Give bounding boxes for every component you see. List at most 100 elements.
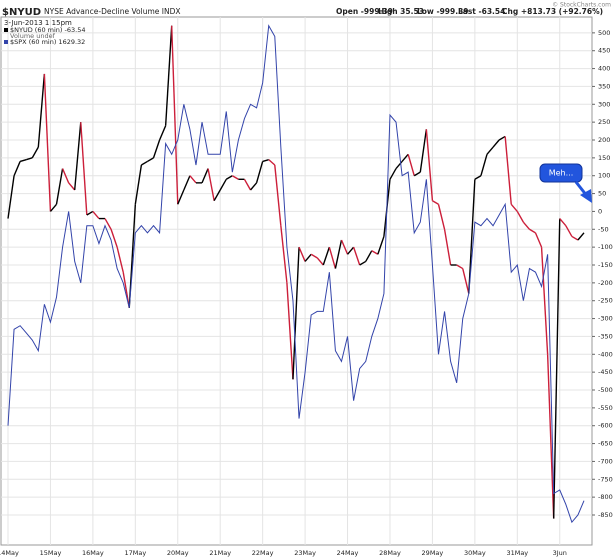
y-tick-label: -200 <box>598 279 613 287</box>
series-segment <box>164 25 173 126</box>
series-segment <box>498 135 506 141</box>
series-segment <box>322 246 331 266</box>
series-segment <box>213 189 221 202</box>
series-segment <box>559 218 567 227</box>
y-tick-label: 450 <box>598 47 610 55</box>
y-tick-label: -300 <box>598 315 613 323</box>
y-tick-label: 250 <box>598 118 610 126</box>
series-segment <box>443 229 452 266</box>
x-tick-label: 15May <box>40 549 62 557</box>
series-segment <box>377 236 385 255</box>
series-segment <box>304 253 312 262</box>
symbol: $NYUD <box>2 7 41 18</box>
series-segment <box>371 250 379 255</box>
x-tick-label: 30May <box>464 549 486 557</box>
series-segment <box>334 239 343 269</box>
series-segment <box>249 182 258 191</box>
y-tick-label: -50 <box>598 225 609 233</box>
series-segment <box>19 158 27 163</box>
series-segment <box>425 129 434 201</box>
series-segment <box>274 164 282 226</box>
series-segment <box>365 250 373 262</box>
series-segment <box>219 178 227 191</box>
y-tick-label: -100 <box>598 243 613 251</box>
series-segment <box>231 175 239 180</box>
y-tick-label: -700 <box>598 457 613 465</box>
y-tick-label: 400 <box>598 65 610 73</box>
series-segment <box>419 129 428 173</box>
x-tick-label: 22May <box>252 549 274 557</box>
series-segment <box>298 246 306 262</box>
series-segment <box>7 175 15 219</box>
legend-label: $SPX (60 min) 1629.32 <box>10 38 85 46</box>
series-segment <box>522 221 530 230</box>
series-segment <box>31 146 39 159</box>
y-tick-label: -500 <box>598 386 613 394</box>
series-segment <box>189 175 197 184</box>
y-tick-label: -150 <box>598 261 613 269</box>
series-segment <box>286 282 294 380</box>
series-segment <box>25 157 33 161</box>
series-segment <box>80 122 88 216</box>
series-segment <box>462 268 470 294</box>
x-tick-label: 24May <box>337 549 359 557</box>
x-tick-label: 16May <box>82 549 104 557</box>
y-tick-label: 0 <box>598 207 602 215</box>
series-segment <box>86 210 94 216</box>
series-segment <box>141 160 148 166</box>
series-segment <box>255 161 264 184</box>
series-segment <box>328 246 337 269</box>
series-segment <box>577 232 585 241</box>
series-segment <box>437 204 446 230</box>
series-segment <box>147 157 154 163</box>
series-segment <box>152 139 161 159</box>
series-segment <box>225 175 233 180</box>
series-segment <box>340 239 349 255</box>
y-tick-label: -650 <box>598 440 613 448</box>
quote-item: High 35.53 <box>378 7 424 16</box>
series-segment <box>571 235 579 241</box>
plot-frame <box>0 16 593 546</box>
series-segment <box>534 232 543 248</box>
series-segment <box>116 246 124 273</box>
series-segment <box>134 164 143 205</box>
copyright: © StockCharts.com <box>552 2 611 9</box>
series-segment <box>13 161 21 176</box>
series-segment <box>280 225 288 283</box>
series-segment <box>510 203 518 212</box>
y-tick-label: -800 <box>598 493 613 501</box>
series-segment <box>389 168 397 180</box>
series-segment <box>565 225 573 237</box>
series-segment <box>516 211 524 223</box>
y-tick-label: -750 <box>598 475 613 483</box>
date: 3-Jun-2013 1:15pm <box>4 19 72 27</box>
series-segment <box>61 168 70 184</box>
series-segment <box>110 229 118 248</box>
legend-label: $NYUD (60 min) -63.54 <box>10 26 85 34</box>
quote-item: Last -63.54 <box>458 7 505 16</box>
series-segment <box>49 203 58 212</box>
y-tick-label: -850 <box>598 511 613 519</box>
x-tick-label: 28May <box>379 549 401 557</box>
series-segment <box>492 139 500 148</box>
series-segment <box>43 73 52 212</box>
series-segment <box>310 253 318 259</box>
series-segment <box>292 247 300 380</box>
series-segment <box>201 168 209 184</box>
x-tick-label: 3Jun <box>553 549 567 557</box>
series-segment <box>468 179 476 294</box>
series-segment <box>207 168 215 201</box>
series-segment <box>480 154 488 176</box>
y-tick-label: -250 <box>598 297 613 305</box>
x-tick-label: 20May <box>167 549 189 557</box>
series-segment <box>55 168 64 205</box>
y-tick-label: 500 <box>598 29 610 37</box>
x-tick-label: 29May <box>422 549 444 557</box>
quote-item: Open -999.39 <box>336 7 393 16</box>
series-line <box>7 24 585 524</box>
series-segment <box>68 182 76 191</box>
series-segment <box>268 159 276 166</box>
y-tick-label: 150 <box>598 154 610 162</box>
series-segment <box>262 158 269 163</box>
